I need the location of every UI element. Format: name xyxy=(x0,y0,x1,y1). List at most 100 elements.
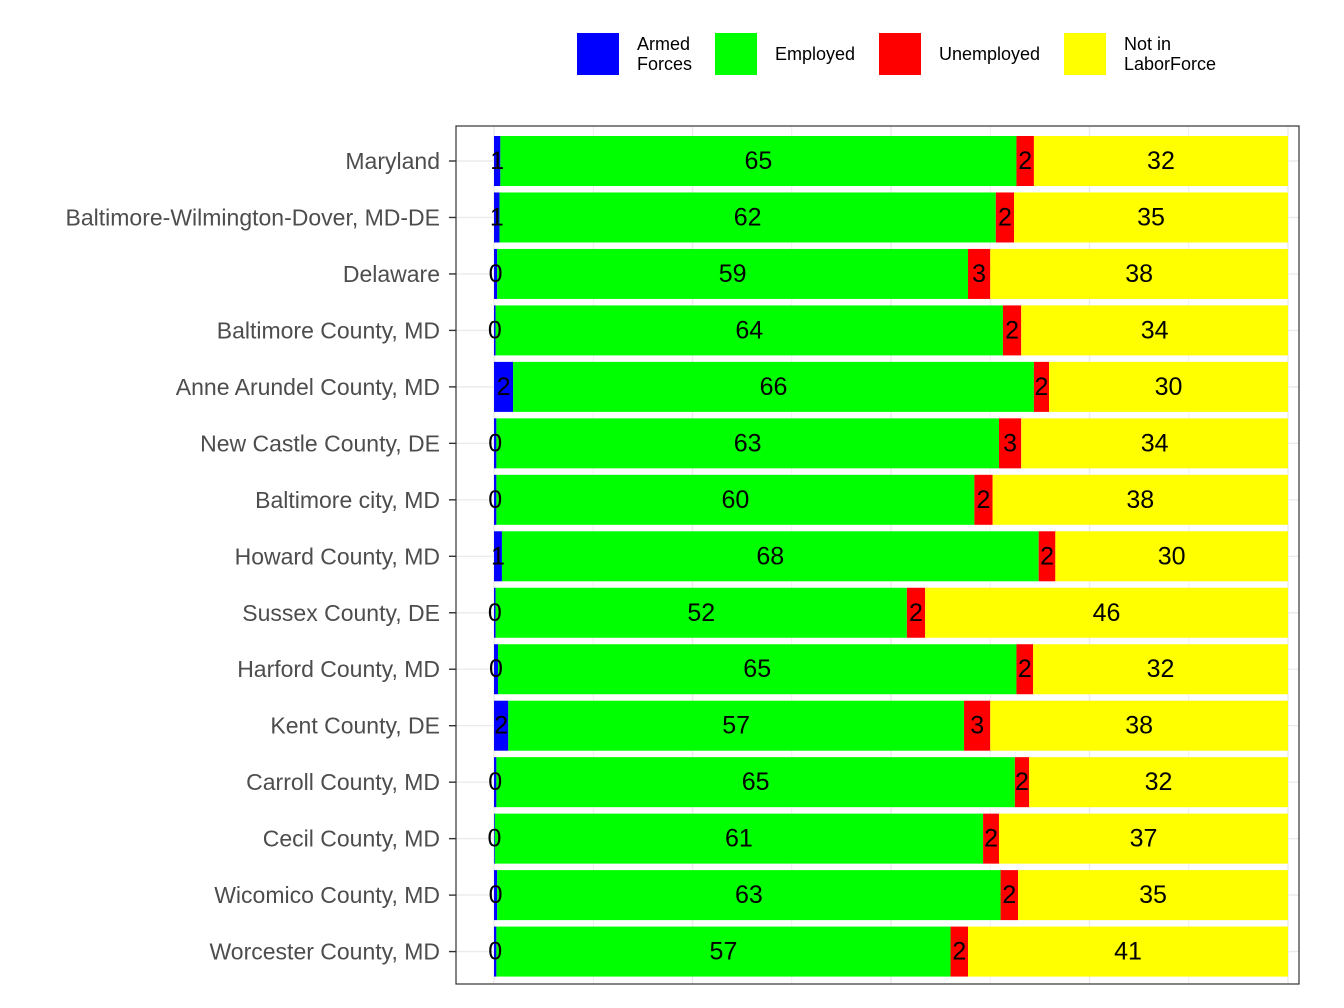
data-label-not-in-laborforce: 41 xyxy=(1114,938,1142,966)
bar-armed-forces-baltimore-county-md xyxy=(494,305,496,356)
bar-armed-forces-harford-county-md xyxy=(494,644,498,695)
bar-not-in-laborforce-carroll-county-md xyxy=(1029,757,1288,808)
data-label-unemployed: 3 xyxy=(972,260,986,288)
bar-armed-forces-carroll-county-md xyxy=(494,757,497,808)
legend-key-not-in-laborforce xyxy=(1064,33,1106,75)
data-label-unemployed: 2 xyxy=(977,486,991,514)
data-label-employed: 57 xyxy=(710,938,738,966)
bar-employed-baltimore-city-md xyxy=(496,474,975,525)
legend-label-not-in-laborforce: Not in xyxy=(1124,34,1171,54)
data-label-employed: 68 xyxy=(756,542,784,570)
data-label-unemployed: 2 xyxy=(998,203,1012,231)
bar-employed-maryland xyxy=(500,136,1017,186)
bar-armed-forces-baltimore-city-md xyxy=(494,474,497,525)
bar-not-in-laborforce-new-castle-county-de xyxy=(1021,418,1288,469)
y-tick-label: Kent County, DE xyxy=(270,713,440,739)
bar-employed-kent-county-de xyxy=(508,700,965,751)
bar-armed-forces-cecil-county-md xyxy=(494,813,495,864)
data-label-unemployed: 2 xyxy=(1040,542,1054,570)
bar-employed-harford-county-md xyxy=(497,644,1017,695)
data-label-armed-forces: 1 xyxy=(490,147,504,175)
legend-key-armed-forces xyxy=(577,33,619,75)
bar-employed-carroll-county-md xyxy=(496,757,1015,808)
data-label-armed-forces: 0 xyxy=(488,768,502,796)
bar-not-in-laborforce-harford-county-md xyxy=(1033,644,1288,695)
bar-not-in-laborforce-baltimore-wilmington-dover-md-de xyxy=(1014,192,1288,243)
bar-armed-forces-sussex-county-de xyxy=(494,587,496,638)
data-label-employed: 63 xyxy=(735,881,763,909)
legend-label-armed-forces: Forces xyxy=(637,54,692,74)
bar-not-in-laborforce-maryland xyxy=(1033,136,1288,186)
data-label-not-in-laborforce: 35 xyxy=(1139,881,1167,909)
bar-employed-delaware xyxy=(497,248,969,299)
bar-employed-worcester-county-md xyxy=(496,926,951,977)
data-label-not-in-laborforce: 30 xyxy=(1155,373,1183,401)
data-label-unemployed: 2 xyxy=(1005,316,1019,344)
bar-unemployed-baltimore-county-md xyxy=(1002,305,1022,356)
data-label-unemployed: 3 xyxy=(1003,429,1017,457)
y-axis: Maryland Baltimore-Wilmington-Dover, MD-D… xyxy=(66,148,456,965)
data-label-not-in-laborforce: 38 xyxy=(1126,486,1154,514)
bar-unemployed-carroll-county-md xyxy=(1014,757,1030,808)
data-label-armed-forces: 0 xyxy=(488,316,502,344)
data-label-not-in-laborforce: 37 xyxy=(1130,825,1158,853)
data-label-not-in-laborforce: 34 xyxy=(1141,316,1169,344)
bar-armed-forces-wicomico-county-md xyxy=(494,870,498,921)
bar-unemployed-harford-county-md xyxy=(1016,644,1034,695)
bar-unemployed-baltimore-city-md xyxy=(974,474,993,525)
bar-unemployed-howard-county-md xyxy=(1038,531,1056,582)
bar-unemployed-baltimore-wilmington-dover-md-de xyxy=(995,192,1015,243)
y-tick-label: Worcester County, MD xyxy=(210,939,440,965)
data-label-armed-forces: 0 xyxy=(488,938,502,966)
bar-armed-forces-anne-arundel-county-md xyxy=(494,361,514,412)
data-label-armed-forces: 0 xyxy=(488,429,502,457)
data-label-not-in-laborforce: 32 xyxy=(1147,147,1175,175)
data-label-armed-forces: 0 xyxy=(489,260,503,288)
data-label-armed-forces: 0 xyxy=(489,881,503,909)
plot-border xyxy=(455,125,1300,985)
data-label-employed: 63 xyxy=(734,429,762,457)
bar-employed-howard-county-md xyxy=(501,531,1039,582)
data-label-not-in-laborforce: 38 xyxy=(1125,260,1153,288)
bar-unemployed-sussex-county-de xyxy=(906,587,926,638)
data-label-unemployed: 2 xyxy=(1015,768,1029,796)
bar-unemployed-wicomico-county-md xyxy=(1000,870,1019,921)
bar-armed-forces-worcester-county-md xyxy=(494,926,497,977)
y-tick-label: Delaware xyxy=(343,261,440,287)
data-label-employed: 65 xyxy=(742,768,770,796)
data-label-employed: 61 xyxy=(725,825,753,853)
data-label-not-in-laborforce: 35 xyxy=(1137,203,1165,231)
bar-armed-forces-baltimore-wilmington-dover-md-de xyxy=(494,192,500,243)
y-tick-label: Maryland xyxy=(345,148,440,174)
data-label-armed-forces: 0 xyxy=(488,599,502,627)
data-label-employed: 65 xyxy=(744,147,772,175)
data-label-employed: 62 xyxy=(734,203,762,231)
bar-employed-baltimore-wilmington-dover-md-de xyxy=(499,192,996,243)
bar-unemployed-delaware xyxy=(968,248,991,299)
bar-employed-cecil-county-md xyxy=(494,813,984,864)
y-tick-label: Anne Arundel County, MD xyxy=(176,374,440,400)
data-label-armed-forces: 1 xyxy=(491,542,505,570)
data-label-employed: 65 xyxy=(743,655,771,683)
y-tick-label: Howard County, MD xyxy=(235,543,440,569)
data-label-armed-forces: 1 xyxy=(490,203,504,231)
bar-employed-baltimore-county-md xyxy=(495,305,1003,356)
y-tick-label: Baltimore-Wilmington-Dover, MD-DE xyxy=(66,204,440,230)
data-label-unemployed: 2 xyxy=(1002,881,1016,909)
bar-unemployed-cecil-county-md xyxy=(983,813,999,864)
bar-employed-anne-arundel-county-md xyxy=(513,361,1034,412)
data-label-unemployed: 2 xyxy=(952,938,966,966)
data-label-employed: 60 xyxy=(721,486,749,514)
legend-label-armed-forces: Armed xyxy=(637,34,690,54)
bar-not-in-laborforce-kent-county-de xyxy=(990,700,1288,751)
data-label-unemployed: 3 xyxy=(970,712,984,740)
legend-label-unemployed: Unemployed xyxy=(939,44,1040,64)
bar-unemployed-new-castle-county-de xyxy=(998,418,1022,469)
legend-key-unemployed xyxy=(879,33,921,75)
bar-not-in-laborforce-howard-county-md xyxy=(1055,531,1288,582)
bar-labels: 1 65 2 321 62 2 350 59 3 380 64 2 342 66 2 300 63 3 340 60 2… xyxy=(487,147,1185,966)
bar-unemployed-kent-county-de xyxy=(964,700,991,751)
bar-armed-forces-howard-county-md xyxy=(494,531,502,582)
data-label-unemployed: 2 xyxy=(1018,655,1032,683)
